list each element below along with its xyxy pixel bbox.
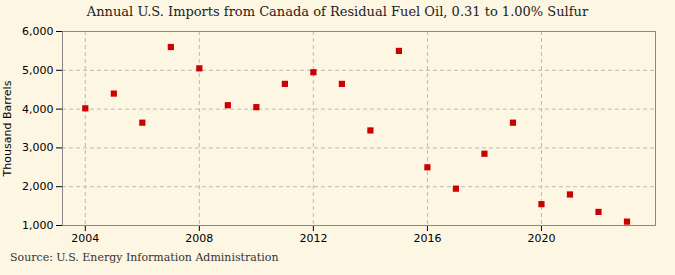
svg-text:Thousand Barrels: Thousand Barrels xyxy=(1,80,14,177)
svg-text:3,000: 3,000 xyxy=(22,141,54,154)
svg-text:2004: 2004 xyxy=(71,232,99,245)
svg-text:2,000: 2,000 xyxy=(22,180,54,193)
svg-text:2012: 2012 xyxy=(299,232,327,245)
svg-text:1,000: 1,000 xyxy=(22,219,54,232)
svg-text:5,000: 5,000 xyxy=(22,64,54,77)
svg-text:2020: 2020 xyxy=(527,232,555,245)
html-text:Source: U.S. Energy Informatio: Source: U.S. Energy Information Administ… xyxy=(10,251,279,264)
svg-text:6,000: 6,000 xyxy=(22,25,54,38)
svg-text:4,000: 4,000 xyxy=(22,103,54,116)
svg-text:2008: 2008 xyxy=(185,232,213,245)
html-text:Annual U.S. Imports from Canad: Annual U.S. Imports from Canada of Resid… xyxy=(86,4,589,19)
svg-text:2016: 2016 xyxy=(413,232,441,245)
